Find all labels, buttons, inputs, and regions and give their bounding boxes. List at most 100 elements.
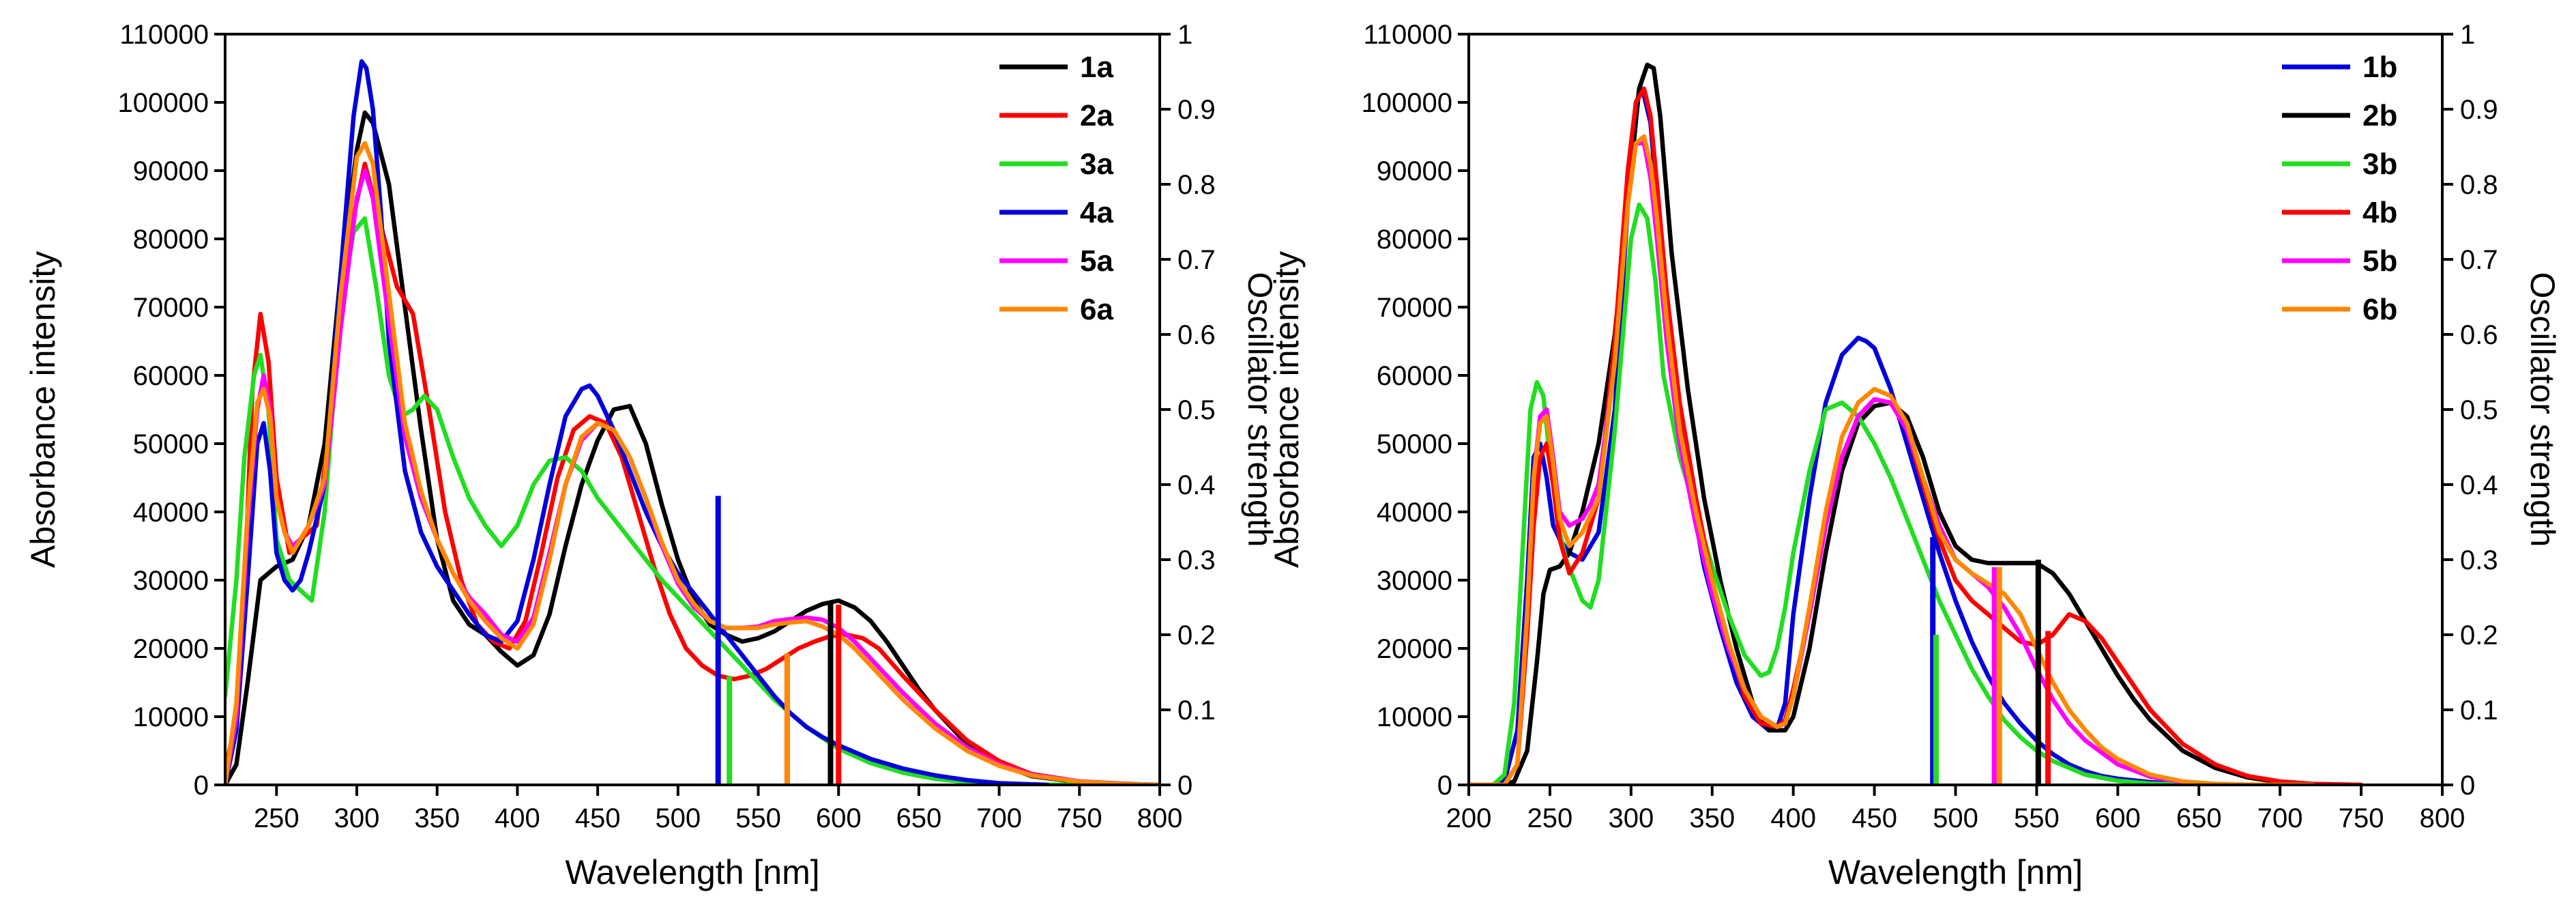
- x-tick-label: 700: [976, 803, 1022, 833]
- legend-label-6b: 6b: [2362, 293, 2397, 326]
- y-tick-label: 90000: [133, 156, 209, 186]
- y-tick-label: 60000: [133, 361, 209, 391]
- x-tick-label: 300: [1608, 803, 1654, 833]
- y-tick-label: 20000: [133, 634, 209, 664]
- y-tick-label: 30000: [1377, 566, 1452, 596]
- y2-tick-label: 0.5: [2460, 395, 2498, 425]
- chart-panel-1: 250 300 350 400 450 500 550 600 650 700 750 8000100…: [24, 20, 1279, 891]
- legend-label-6a: 6a: [1080, 293, 1113, 326]
- series-line-4a: [225, 59, 1050, 785]
- x-tick-label: 750: [2339, 803, 2384, 833]
- x-tick-label: 550: [735, 803, 781, 833]
- x-tick-label: 650: [896, 803, 942, 833]
- y-tick-label: 50000: [1377, 429, 1452, 459]
- y-tick-label: 40000: [133, 498, 209, 528]
- legend-label-1b: 1b: [2362, 51, 2397, 84]
- y-tick-label: 100000: [1362, 88, 1452, 118]
- y2-tick-label: 0.3: [1177, 545, 1216, 575]
- y-tick-label: 110000: [119, 20, 209, 50]
- y2-tick-label: 0.7: [1177, 245, 1216, 275]
- x-tick-label: 600: [816, 803, 862, 833]
- series-line-3b: [1469, 202, 2283, 785]
- series-line-3a: [225, 216, 1160, 785]
- x-tick-label: 500: [1933, 803, 1978, 833]
- y2-tick-label: 0.4: [2460, 470, 2498, 500]
- y-tick-label: 100000: [118, 88, 209, 118]
- legend-label-2a: 2a: [1080, 99, 1113, 132]
- y-tick-label: 10000: [1377, 702, 1452, 732]
- y2-tick-label: 0.1: [2460, 695, 2498, 726]
- plot-area: [225, 59, 1160, 785]
- x-axis-label: Wavelength [nm]: [1828, 853, 2083, 891]
- y2-tick-label: 0.9: [2460, 95, 2498, 125]
- y-tick-label: 40000: [1377, 498, 1452, 528]
- x-tick-label: 400: [495, 803, 540, 833]
- legend-label-5a: 5a: [1080, 244, 1113, 278]
- y-tick-label: 0: [1437, 771, 1452, 801]
- y-tick-label: 80000: [133, 225, 209, 255]
- x-tick-label: 550: [2014, 803, 2060, 833]
- x-tick-label: 750: [1057, 803, 1102, 833]
- x-tick-label: 650: [2176, 803, 2222, 833]
- x-tick-label: 200: [1446, 803, 1492, 833]
- plot-area: [1469, 62, 2364, 785]
- series-line-6a: [225, 141, 1160, 785]
- y2-tick-label: 0.9: [1177, 95, 1216, 125]
- x-tick-label: 450: [575, 803, 621, 833]
- y2-tick-label: 0.1: [1177, 695, 1216, 726]
- x-axis-label: Wavelength [nm]: [565, 853, 819, 891]
- y-tick-label: 0: [194, 771, 209, 801]
- y2-tick-label: 0.5: [1177, 395, 1216, 425]
- legend-label-3a: 3a: [1080, 147, 1113, 181]
- y2-tick-label: 0.8: [1177, 170, 1216, 200]
- x-tick-label: 350: [1689, 803, 1735, 833]
- legend-label-2b: 2b: [2362, 99, 2397, 132]
- y-tick-label: 20000: [1377, 634, 1452, 664]
- y-tick-label: 70000: [133, 293, 209, 323]
- y-tick-label: 50000: [133, 429, 209, 459]
- legend-label-4a: 4a: [1080, 196, 1113, 229]
- x-tick-label: 450: [1852, 803, 1897, 833]
- chart-panel-2: 200 250 300 350 400 450 500 550 600 650 700 750 8000…: [1268, 20, 2562, 891]
- y2-tick-label: 0.2: [1177, 620, 1216, 650]
- y2-axis-label: Oscillator strength: [2523, 272, 2562, 547]
- y2-tick-label: 0.7: [2460, 245, 2498, 275]
- series-line-2a: [225, 161, 1160, 785]
- x-tick-label: 350: [414, 803, 460, 833]
- x-tick-label: 250: [254, 803, 299, 833]
- y2-tick-label: 0.2: [2460, 620, 2498, 650]
- y-tick-label: 80000: [1377, 225, 1452, 255]
- legend-label-1a: 1a: [1080, 51, 1113, 84]
- x-tick-label: 300: [334, 803, 380, 833]
- legend: 1b 2b 3b 4b 5b 6b: [2282, 51, 2397, 326]
- y-axis-label: Absorbance intensity: [24, 251, 62, 568]
- y2-tick-label: 0.3: [2460, 545, 2498, 575]
- x-tick-label: 600: [2095, 803, 2141, 833]
- series-line-6b: [1469, 134, 2315, 785]
- y-tick-label: 30000: [133, 566, 209, 596]
- legend-label-4b: 4b: [2362, 196, 2397, 229]
- legend: 1a 2a 3a 4a 5a 6a: [999, 51, 1113, 326]
- y2-tick-label: 0.8: [2460, 170, 2498, 200]
- y-axis-label: Absorbance intensity: [1268, 251, 1306, 568]
- y-tick-label: 110000: [1363, 20, 1452, 50]
- legend-label-3b: 3b: [2362, 147, 2397, 181]
- y2-tick-label: 0: [1177, 771, 1192, 801]
- x-tick-label: 700: [2257, 803, 2303, 833]
- y-tick-label: 60000: [1377, 361, 1452, 391]
- y2-tick-label: 0.6: [2460, 320, 2498, 350]
- y2-axis-label: Oscillator strength: [1241, 272, 1279, 547]
- y-tick-label: 70000: [1377, 293, 1452, 323]
- series-line-1b: [1469, 86, 2283, 785]
- y2-tick-label: 1: [2460, 20, 2475, 50]
- legend-label-5b: 5b: [2362, 244, 2397, 278]
- y2-tick-label: 0.6: [1177, 320, 1216, 350]
- y2-tick-label: 0: [2460, 771, 2475, 801]
- y2-tick-label: 1: [1177, 20, 1192, 50]
- x-tick-label: 800: [1137, 803, 1183, 833]
- x-tick-label: 250: [1527, 803, 1573, 833]
- x-tick-label: 500: [655, 803, 701, 833]
- x-tick-label: 800: [2420, 803, 2465, 833]
- y-tick-label: 90000: [1377, 156, 1452, 186]
